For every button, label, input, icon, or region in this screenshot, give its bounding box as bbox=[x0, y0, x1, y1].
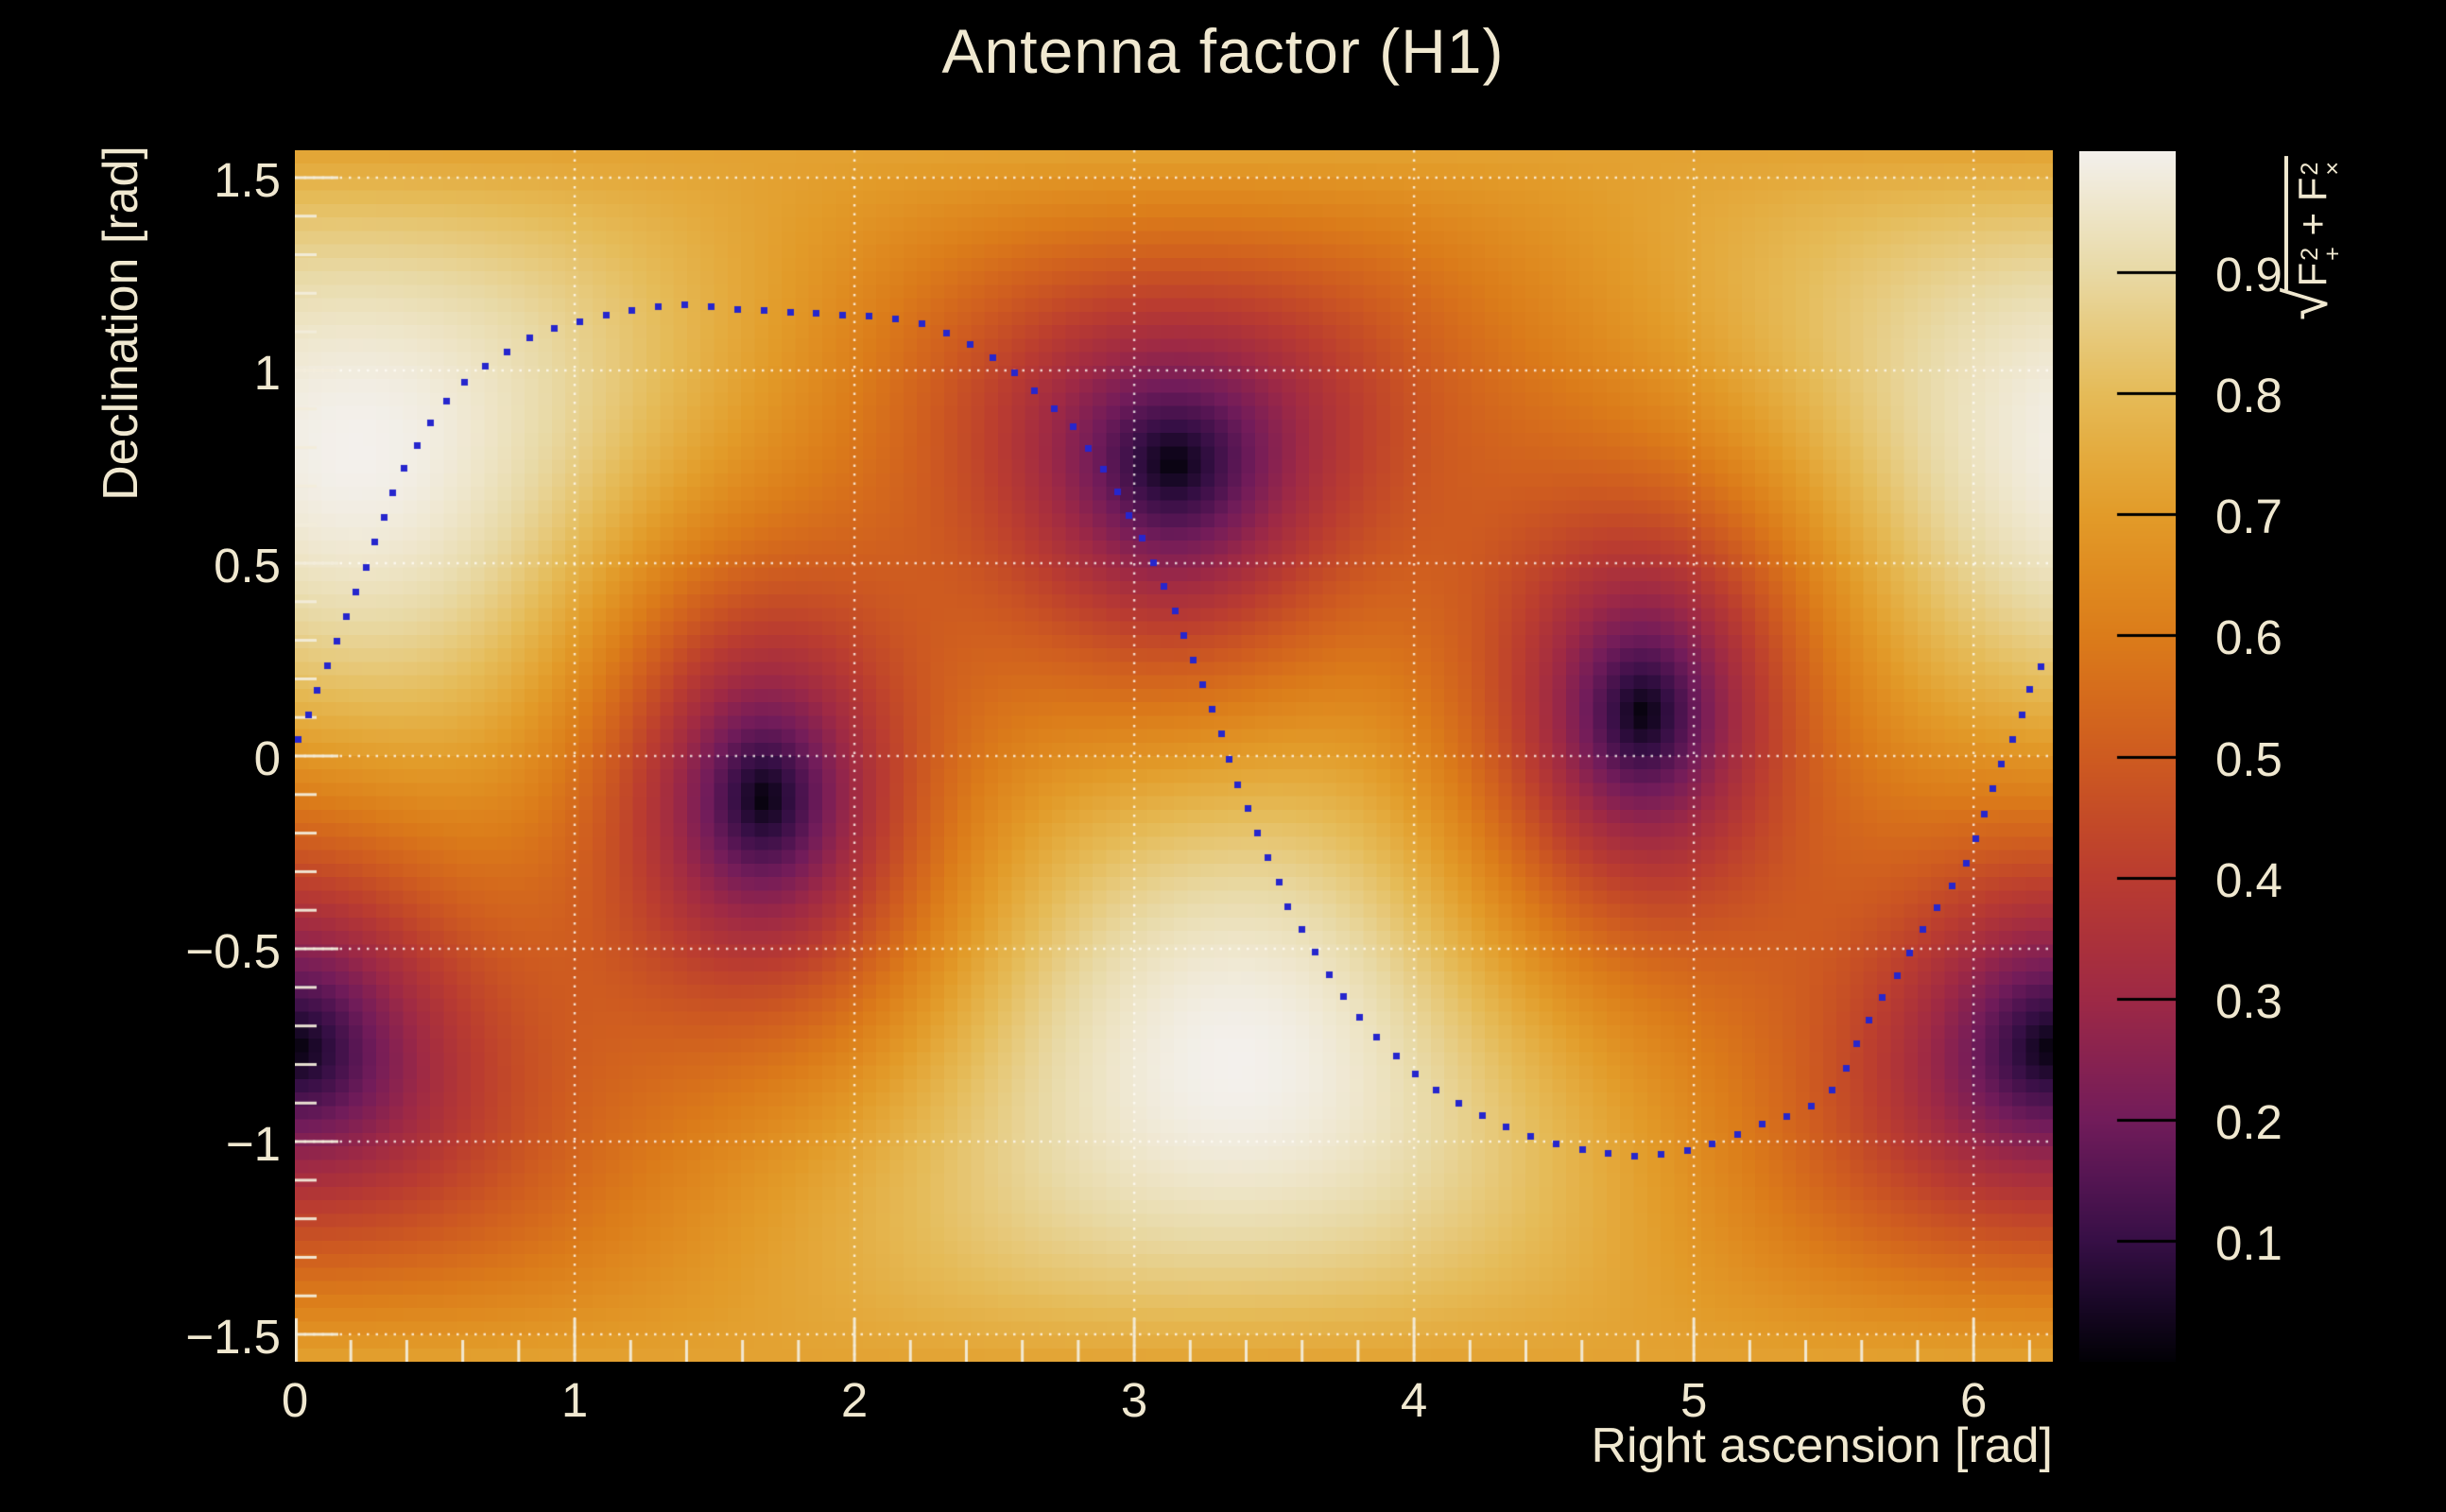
subscript-cross: × bbox=[2319, 161, 2347, 176]
x-tick-label: 1 bbox=[560, 1373, 589, 1427]
colorbar-tick-label: 0.9 bbox=[2215, 248, 2282, 302]
colorbar-tick-label: 0.8 bbox=[2215, 369, 2282, 423]
colorbar bbox=[2079, 151, 2176, 1362]
y-tick-label: 0.5 bbox=[214, 538, 281, 593]
x-tick-label: 6 bbox=[1959, 1373, 1988, 1427]
plus-sign: + bbox=[2289, 201, 2334, 248]
colorbar-tick-label: 0.6 bbox=[2215, 610, 2282, 665]
f-cross-symbol: F bbox=[2289, 177, 2334, 202]
colorbar-tick-label: 0.1 bbox=[2215, 1215, 2282, 1270]
colorbar-tick-label: 0.2 bbox=[2215, 1094, 2282, 1149]
f-plus-symbol: F bbox=[2289, 262, 2334, 287]
y-tick-label: 0 bbox=[253, 730, 281, 785]
x-tick-label: 3 bbox=[1120, 1373, 1148, 1427]
colorbar-tick-label: 0.7 bbox=[2215, 490, 2282, 544]
plot-grid-ticks-and-track-overlay bbox=[295, 150, 2053, 1362]
x-axis-title: Right ascension [rad] bbox=[1591, 1418, 2054, 1473]
x-tick-label: 0 bbox=[281, 1373, 309, 1427]
y-tick-label: −1.5 bbox=[185, 1310, 281, 1365]
x-tick-label: 2 bbox=[840, 1373, 869, 1427]
y-tick-label: −1 bbox=[225, 1117, 281, 1172]
x-tick-label: 4 bbox=[1400, 1373, 1428, 1427]
colorbar-tick-label: 0.3 bbox=[2215, 973, 2282, 1028]
y-tick-label: 1 bbox=[253, 345, 281, 400]
subscript-plus: + bbox=[2319, 247, 2347, 261]
radicand: F 2 + + F 2 × bbox=[2283, 155, 2347, 291]
colorbar-axis-title: √ F 2 + + F 2 × bbox=[2273, 155, 2347, 321]
y-tick-label: −0.5 bbox=[185, 924, 281, 979]
sqrt-radical-symbol: √ bbox=[2273, 287, 2340, 321]
colorbar-tick-label: 0.5 bbox=[2215, 731, 2282, 786]
y-tick-label: 1.5 bbox=[214, 152, 281, 207]
plot-title: Antenna factor (H1) bbox=[941, 16, 1505, 86]
x-tick-label: 5 bbox=[1679, 1373, 1708, 1427]
colorbar-tick-label: 0.4 bbox=[2215, 852, 2282, 907]
